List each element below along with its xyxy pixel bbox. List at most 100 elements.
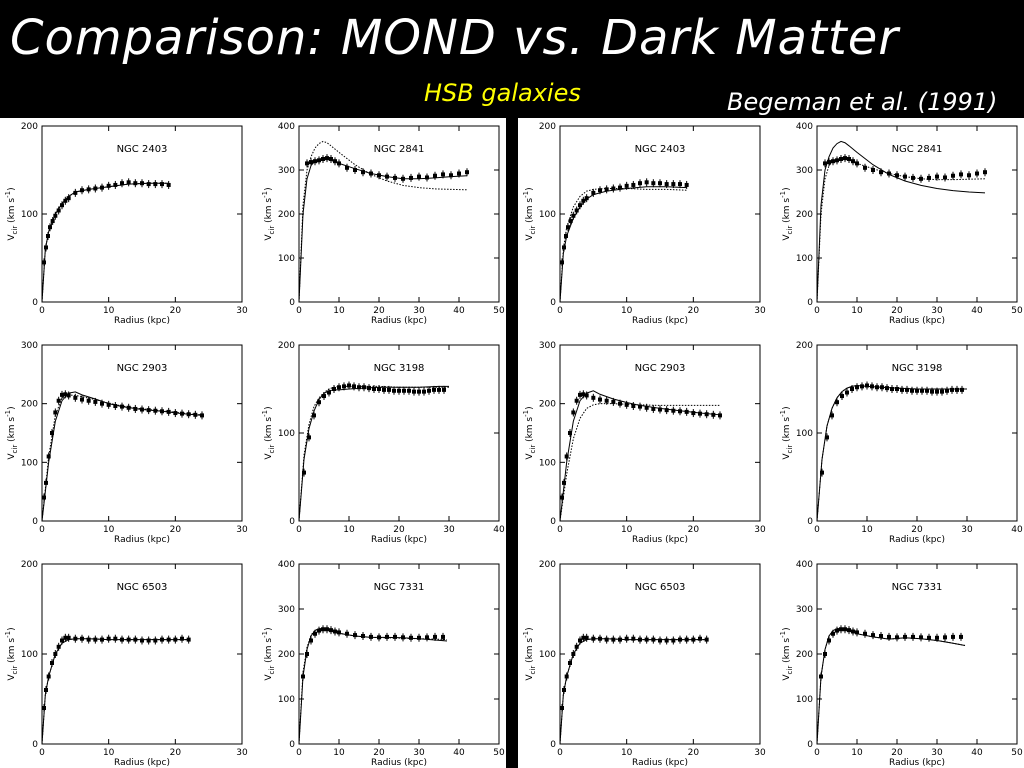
left-ngc-6503-data-point — [56, 644, 61, 649]
right-ngc-2903-y-tick-label: 0 — [550, 517, 556, 527]
right-ngc-2903-x-tick-label: 10 — [621, 525, 633, 535]
right-ngc-3198-x-tick-label: 30 — [961, 525, 973, 535]
left-ngc-7331-data-point — [321, 627, 325, 632]
left-ngc-2903-x-tick-label: 10 — [103, 525, 115, 535]
right-ngc-2841-data-point — [831, 159, 835, 164]
left-ngc-7331-x-tick-label: 0 — [296, 748, 302, 758]
left-ngc-2903-model-dotted-line — [41, 394, 203, 522]
left-ngc-2841-data-point — [309, 160, 313, 165]
right-ngc-3198-data-point — [940, 389, 944, 394]
left-ngc-2841-y-tick-label: 0 — [289, 298, 295, 308]
right-ngc-3198-galaxy-label: NGC 3198 — [892, 363, 943, 374]
right-ngc-3198-data-point — [875, 385, 879, 390]
right-ngc-6503-data-point — [568, 661, 572, 665]
left-ngc-2403-data-point — [106, 183, 111, 188]
left-ngc-2841-model-dotted-line — [298, 140, 468, 303]
left-ngc-2403-x-tick-label: 0 — [39, 306, 45, 316]
right-ngc-3198-data-point — [935, 389, 939, 394]
right-ngc-2403-y-axis-label: Vcir (km s-1) — [522, 187, 537, 240]
right-ngc-2841-data-point — [823, 161, 827, 166]
right-ngc-6503-data-point — [638, 637, 642, 642]
right-ngc-2903-data-point — [651, 406, 656, 411]
right-ngc-2841-data-point — [935, 174, 939, 179]
right-ngc-2903-data-point — [591, 395, 596, 400]
right-ngc-7331-data-point — [843, 627, 847, 632]
right-ngc-2903-data-point — [684, 409, 689, 414]
left-ngc-2403-data-point — [93, 186, 98, 191]
left-ngc-6503-data-point — [126, 637, 131, 642]
right-ngc-6503-data-point — [591, 636, 596, 641]
left-ngc-6503-data-point — [180, 636, 184, 641]
right-ngc-2903-data-point — [638, 404, 642, 409]
right-ngc-2403-data-point — [574, 208, 579, 213]
right-ngc-6503-model-solid-line — [559, 638, 707, 745]
right-ngc-3198-panel: 0 10 20 30 40 0 100 200 Radius (kpc) Vcir (km s-1… — [779, 341, 1023, 545]
left-ngc-7331-data-point — [309, 638, 313, 643]
left-ngc-6503-data-point — [173, 637, 178, 642]
left-ngc-2403-data-point — [42, 260, 46, 265]
left-ngc-7331-data-point — [333, 629, 337, 634]
right-ngc-2403-galaxy-label: NGC 2403 — [635, 144, 686, 155]
left-ngc-7331-x-tick-label: 40 — [453, 748, 465, 758]
left-ngc-2903-y-axis-label: Vcir (km s-1) — [4, 406, 19, 459]
right-ngc-3198-x-tick-label: 10 — [861, 525, 873, 535]
left-ngc-3198-data-point — [442, 387, 446, 392]
left-ngc-2841-data-point — [433, 173, 437, 178]
right-ngc-2903-data-point — [560, 495, 564, 500]
right-ngc-2841-x-axis-label: Radius (kpc) — [889, 316, 945, 326]
left-ngc-3198-y-axis-label: Vcir (km s-1) — [261, 406, 276, 459]
left-ngc-7331-panel: 0 10 20 30 40 50 0 100 200 300 400 Radius (kpc) Vcir… — [261, 560, 505, 768]
right-ngc-2841-y-tick-label: 0 — [807, 298, 813, 308]
right-ngc-3198-data-point — [825, 435, 829, 440]
left-ngc-2903-data-point — [186, 412, 191, 417]
left-ngc-2903-y-tick-label: 200 — [21, 400, 38, 410]
right-ngc-3198-data-point — [900, 387, 904, 392]
right-ngc-2903-data-point — [568, 431, 572, 435]
right-ngc-6503-data-point — [631, 636, 636, 641]
right-ngc-2403-panel: 0 10 20 30 0 100 200 Radius (kpc) Vcir (km s-1) N… — [522, 122, 766, 326]
left-ngc-2903-data-point — [66, 393, 71, 398]
left-ngc-2403-data-point — [50, 219, 55, 224]
right-ngc-7331-x-tick-label: 10 — [851, 748, 863, 758]
right-ngc-7331-model-solid-line — [816, 627, 966, 745]
left-ngc-3198-model-dotted-line — [298, 385, 449, 522]
right-ngc-2841-data-point — [847, 157, 851, 161]
right-ngc-2403-data-point — [581, 198, 586, 203]
right-ngc-3198-data-point — [835, 400, 839, 405]
left-ngc-6503-model-solid-line — [41, 638, 189, 745]
left-ngc-2403-panel: 0 10 20 30 0 100 200 Radius (kpc) Vcir (km s-1) N… — [4, 122, 248, 326]
right-ngc-2403-data-point — [611, 186, 616, 191]
right-ngc-2841-data-point — [959, 172, 963, 177]
left-ngc-6503-data-point — [66, 635, 71, 640]
right-ngc-3198-data-point — [945, 388, 949, 393]
left-ngc-2903-data-point — [126, 405, 131, 410]
right-ngc-6503-data-point — [658, 638, 662, 643]
right-ngc-2403-y-tick-label: 0 — [550, 298, 556, 308]
right-ngc-2403-model-dotted-line — [559, 187, 687, 303]
right-ngc-3198-data-point — [915, 388, 919, 393]
left-ngc-3198-data-point — [342, 384, 346, 389]
left-ngc-3198-data-point — [422, 389, 426, 394]
right-ngc-3198-data-point — [865, 383, 869, 388]
left-ngc-6503-x-axis-label: Radius (kpc) — [114, 758, 170, 768]
left-ngc-7331-y-tick-label: 0 — [289, 740, 295, 750]
right-ngc-7331-y-tick-label: 300 — [796, 605, 813, 615]
right-ngc-2903-data-point — [631, 404, 636, 409]
left-ngc-6503-data-point — [120, 637, 124, 642]
right-ngc-6503-data-point — [604, 637, 609, 642]
right-ngc-2403-data-point — [658, 181, 662, 186]
left-ngc-2403-y-tick-label: 200 — [21, 122, 38, 132]
right-ngc-2903-y-axis-label: Vcir (km s-1) — [522, 406, 537, 459]
right-ngc-2403-data-point — [562, 245, 566, 250]
left-ngc-3198-data-point — [407, 388, 411, 393]
right-ngc-6503-panel: 0 10 20 30 0 100 200 Radius (kpc) Vcir (km s-1) N… — [522, 560, 766, 768]
left-ngc-2403-data-point — [48, 225, 52, 230]
slide-title: Comparison: MOND vs. Dark Matter — [10, 10, 899, 66]
right-ngc-2903-x-tick-label: 0 — [557, 525, 563, 535]
left-ngc-7331-data-point — [345, 631, 349, 636]
left-ngc-2903-data-point — [44, 480, 48, 485]
left-ngc-7331-x-tick-label: 10 — [333, 748, 345, 758]
left-ngc-2403-x-axis-label: Radius (kpc) — [114, 316, 170, 326]
right-ngc-3198-data-point — [885, 386, 889, 391]
